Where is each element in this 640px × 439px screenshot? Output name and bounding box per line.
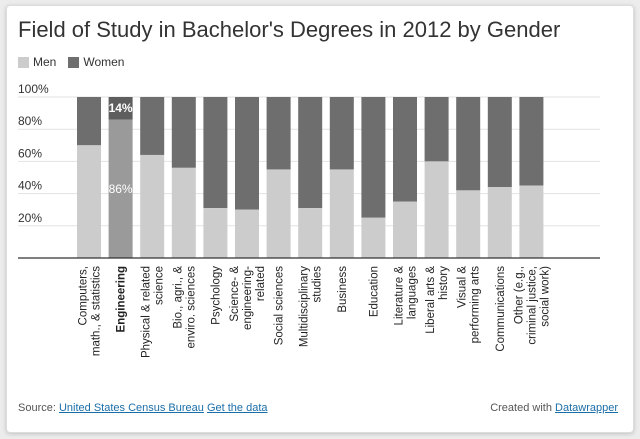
bar-men bbox=[235, 209, 259, 258]
created-prefix: Created with bbox=[490, 402, 552, 414]
x-tick-label: Psychology bbox=[210, 266, 222, 325]
bar-women bbox=[266, 97, 291, 170]
x-tick-label: Physical & relatedscience bbox=[141, 266, 166, 358]
bar-women bbox=[140, 97, 165, 155]
footer-credit: Created with Datawrapper bbox=[490, 402, 618, 414]
y-tick-label: 60% bbox=[18, 146, 42, 160]
source-link[interactable]: United States Census Bureau bbox=[58, 402, 204, 414]
bar-women bbox=[203, 97, 228, 209]
x-tick-label: Education bbox=[368, 266, 380, 317]
bar-women bbox=[298, 97, 323, 209]
legend-item-women[interactable]: Women bbox=[68, 55, 124, 69]
get-data-link[interactable]: Get the data bbox=[206, 402, 268, 414]
bar-women bbox=[77, 97, 101, 146]
legend-label-men: Men bbox=[33, 55, 57, 69]
bar-men bbox=[361, 217, 386, 258]
bar-men bbox=[456, 190, 481, 258]
bar-men bbox=[108, 119, 133, 258]
x-tick-label: Science- &engineering-related bbox=[229, 266, 267, 330]
bar-women bbox=[171, 97, 196, 168]
legend-item-men[interactable]: Men bbox=[18, 55, 56, 69]
bar-men bbox=[329, 169, 354, 258]
x-tick-label: Computers,math., & statistics bbox=[78, 266, 103, 356]
bar-women bbox=[424, 97, 449, 162]
y-tick-label: 80% bbox=[18, 114, 42, 128]
y-tick-label: 100% bbox=[18, 82, 49, 96]
bar-women bbox=[235, 97, 259, 210]
bar-men bbox=[393, 201, 417, 258]
x-tick-label: Literature &languages bbox=[394, 266, 419, 326]
legend: Men Women bbox=[18, 55, 136, 69]
bar-men bbox=[77, 145, 101, 258]
legend-swatch-men bbox=[18, 56, 29, 68]
bar-women bbox=[456, 97, 481, 191]
data-label-women: 14% bbox=[109, 101, 133, 115]
bar-women bbox=[108, 97, 133, 120]
bar-women bbox=[487, 97, 512, 188]
x-tick-label: Business bbox=[337, 266, 349, 313]
x-tick-label: Social sciences bbox=[274, 266, 286, 346]
data-label-men: 86% bbox=[109, 182, 133, 196]
datawrapper-link[interactable]: Datawrapper bbox=[555, 402, 618, 414]
y-tick-label: 20% bbox=[18, 211, 42, 225]
x-tick-label: Communications bbox=[495, 266, 507, 352]
bar-women bbox=[393, 97, 417, 202]
x-tick-label: Multidisciplinarystudies bbox=[299, 266, 324, 347]
bar-women bbox=[519, 97, 544, 186]
source-prefix: Source: bbox=[18, 402, 56, 414]
bar-men bbox=[140, 154, 165, 258]
bar-men bbox=[203, 208, 228, 258]
x-tick-label: Bio., agri., &enviro. sciences bbox=[172, 266, 197, 349]
chart-title: Field of Study in Bachelor's Degrees in … bbox=[18, 17, 561, 42]
x-tick-label: Liberal arts &history bbox=[425, 266, 450, 334]
y-tick-label: 40% bbox=[18, 179, 42, 193]
legend-label-women: Women bbox=[83, 55, 125, 69]
x-tick-label: Engineering bbox=[116, 266, 128, 332]
bar-men bbox=[266, 169, 291, 258]
x-tick-label: Other (e.g.,criminal justice,social work… bbox=[513, 266, 551, 345]
bar-men bbox=[519, 185, 544, 258]
bar-women bbox=[361, 97, 386, 218]
legend-swatch-women bbox=[68, 56, 80, 68]
x-tick-label: Visual &performing arts bbox=[457, 266, 482, 344]
bar-men bbox=[171, 167, 196, 258]
bar-men bbox=[298, 208, 323, 258]
bar-women bbox=[329, 97, 354, 170]
bar-men bbox=[424, 161, 449, 258]
bar-men bbox=[487, 187, 512, 258]
bar-chart: 20% 40% 60% 80% 100% Computers,math., & stati… bbox=[18, 82, 600, 358]
footer-source: Source: United States Census Bureau Get … bbox=[18, 402, 268, 414]
